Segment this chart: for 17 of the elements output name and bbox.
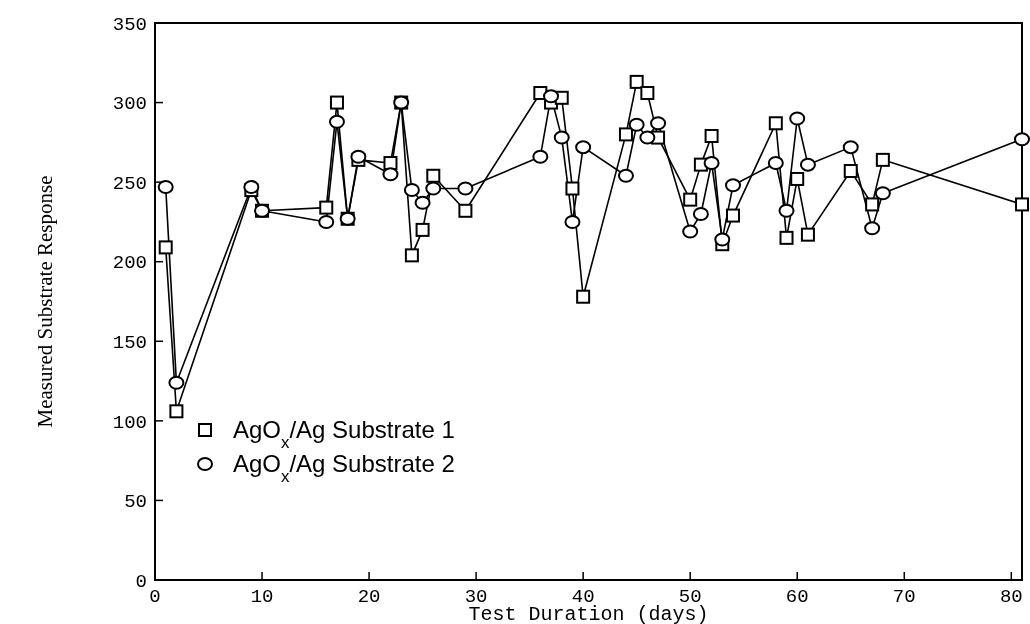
y-axis-title: Measured Substrate Response	[33, 175, 57, 428]
y-tick-label: 0	[135, 570, 147, 593]
y-tick-label: 150	[112, 331, 147, 354]
y-tick-label: 300	[112, 93, 147, 116]
y-tick-label: 50	[124, 491, 147, 514]
legend-label: AgO$_{x}$/Ag Substrate 2	[233, 450, 455, 486]
x-tick-label: 70	[892, 586, 916, 608]
y-tick-label: 100	[112, 411, 147, 434]
x-tick-label: 10	[250, 586, 274, 608]
y-tick-label: 350	[112, 13, 147, 36]
legend-label: AgO$_{x}$/Ag Substrate 1	[233, 416, 455, 452]
x-tick-label: 60	[785, 586, 809, 608]
x-tick-label: 0	[149, 586, 161, 608]
y-tick-label: 200	[112, 252, 147, 275]
y-tick-label: 250	[112, 172, 147, 195]
x-tick-label: 80	[999, 586, 1023, 608]
x-tick-label: 20	[357, 586, 381, 608]
